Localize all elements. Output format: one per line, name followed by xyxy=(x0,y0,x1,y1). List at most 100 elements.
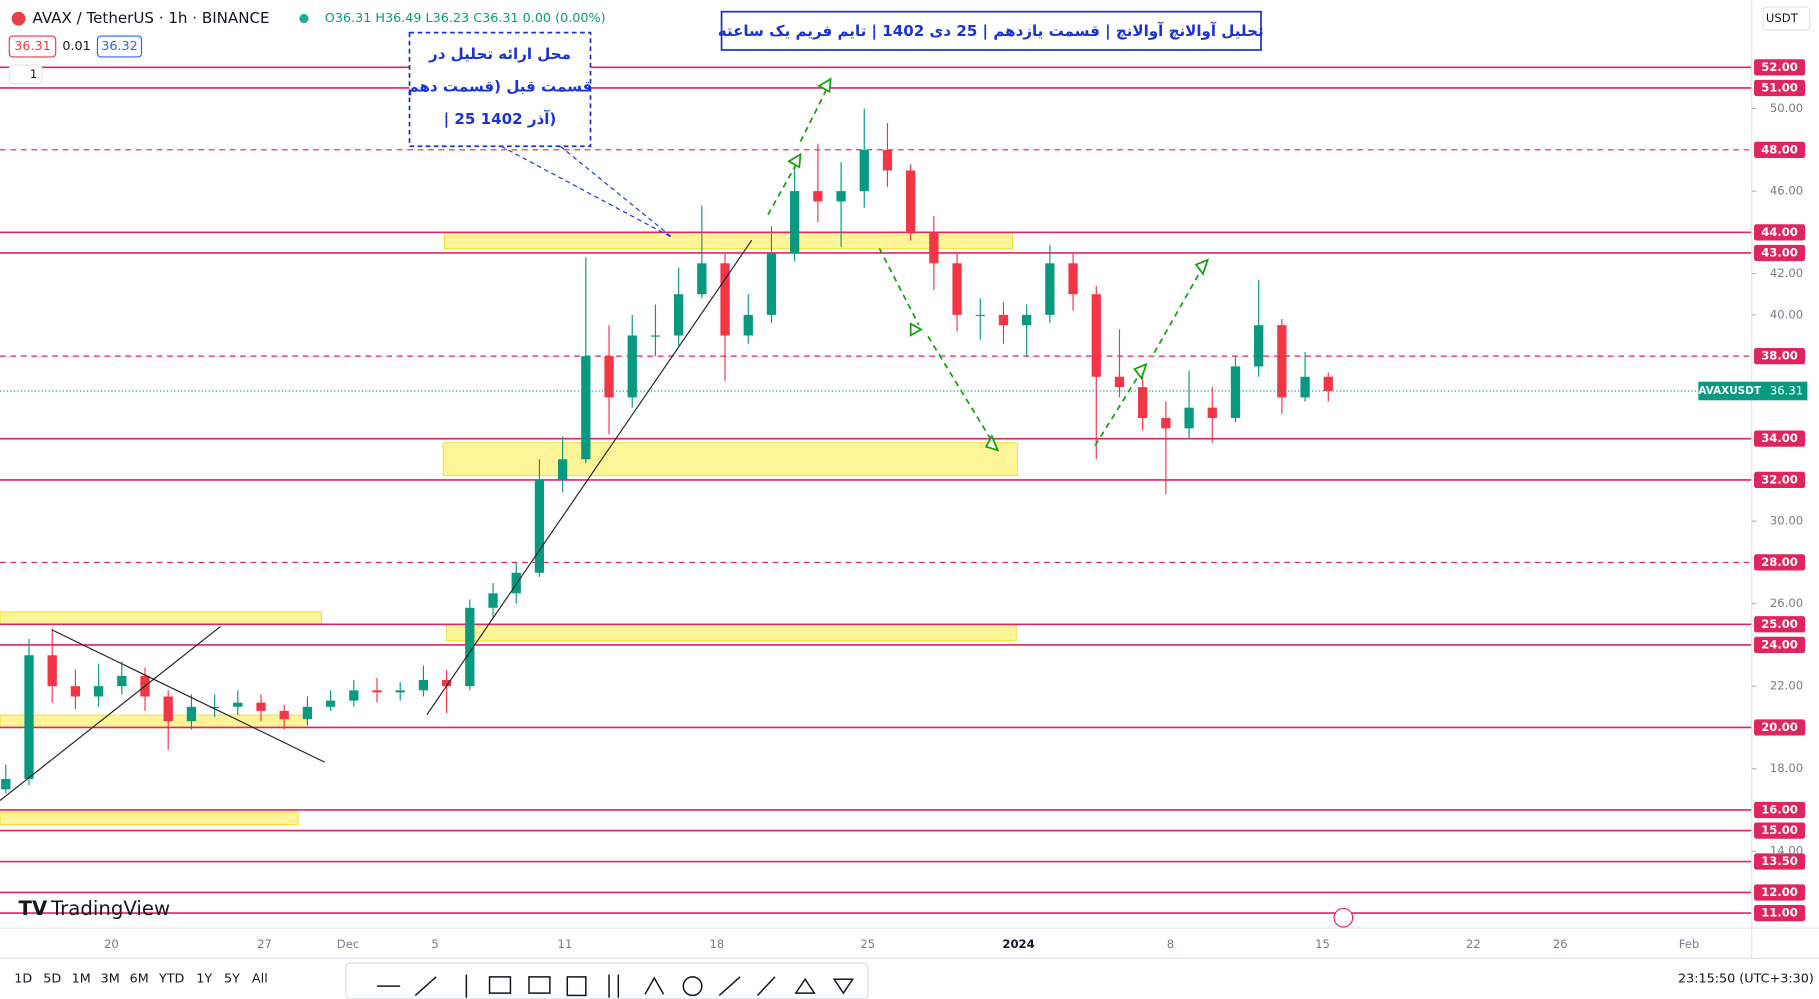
candle-body xyxy=(24,655,34,780)
candle-body xyxy=(743,314,753,336)
clock: 23:15:50 (UTC+3:30) xyxy=(1678,972,1814,987)
level-label: 24.00 xyxy=(1761,637,1798,651)
range-button[interactable]: 5Y xyxy=(224,972,240,987)
candle-body xyxy=(1022,314,1032,326)
x-tick-label: 8 xyxy=(1167,937,1174,951)
zone xyxy=(443,232,1014,250)
candle-body xyxy=(650,335,661,337)
candle-body xyxy=(511,572,521,594)
bottom-toolbar: 1D 5D 1M 3M 6M YTD 1Y 5Y All 23:15:50 (UTC+3:30) xyxy=(14,972,1814,987)
candle-body xyxy=(1184,407,1194,429)
candle-body xyxy=(488,593,498,608)
drawings xyxy=(0,77,1210,801)
level-tag xyxy=(1754,471,1806,489)
level-tag xyxy=(1754,719,1806,736)
range-button[interactable]: All xyxy=(252,972,268,987)
candle-body xyxy=(1161,418,1171,429)
candle-body xyxy=(859,149,869,192)
candle-body xyxy=(952,263,962,315)
bid: 36.31 xyxy=(14,39,51,54)
level-label: 16.00 xyxy=(1761,802,1798,816)
currency-button[interactable] xyxy=(1762,6,1811,31)
watermark: TradingView xyxy=(50,897,170,920)
time-axis: 20 27 Dec 5 11 18 25 2024 8 15 22 26 Feb xyxy=(104,937,1699,951)
ask: 36.32 xyxy=(101,39,138,54)
candle-body xyxy=(1114,376,1125,388)
zone xyxy=(0,811,299,825)
x-tick-label: 2024 xyxy=(1002,937,1034,951)
candle-body xyxy=(1138,387,1148,419)
currency: USDT xyxy=(1766,11,1799,25)
candle-body xyxy=(766,252,777,315)
x-tick-label: 11 xyxy=(558,937,573,951)
range-button[interactable]: YTD xyxy=(158,972,185,987)
arrow-heads xyxy=(787,77,1210,452)
candle-body xyxy=(697,263,707,295)
candle-body xyxy=(1277,325,1287,398)
title-box xyxy=(720,10,1262,51)
level-tag xyxy=(1754,853,1806,870)
level-tag xyxy=(1754,554,1806,571)
last-price-value: 36.31 xyxy=(1770,383,1803,397)
trend-line xyxy=(51,629,326,763)
level-label: 44.00 xyxy=(1761,225,1798,239)
annotation-line: | 25 آذر 1402) xyxy=(444,110,557,129)
level-tag xyxy=(1754,348,1806,365)
x-tick-label: 5 xyxy=(431,937,438,951)
range-button[interactable]: 1D xyxy=(14,972,32,987)
range-button[interactable]: 6M xyxy=(130,972,149,987)
annotation: محل ارائه تحلیل در قسمت قبل (قسمت دهم | 25… xyxy=(408,45,593,129)
indicator-toggle[interactable] xyxy=(8,64,43,85)
x-tick-label: 15 xyxy=(1315,937,1330,951)
candle-body xyxy=(233,702,243,707)
candle-body xyxy=(70,686,81,697)
candle-body xyxy=(349,690,359,701)
level-tag xyxy=(1754,224,1806,241)
candle-body xyxy=(720,263,730,336)
level-tag xyxy=(1754,59,1806,76)
bid-box[interactable] xyxy=(8,35,57,58)
level-tag xyxy=(1754,904,1806,922)
projection-arrows xyxy=(767,80,1205,448)
x-tick-label: Dec xyxy=(337,937,359,951)
level-label: 25.00 xyxy=(1761,617,1798,631)
events-icon[interactable] xyxy=(1333,907,1354,928)
watermark-logo: TV xyxy=(19,897,48,920)
chart-title: تحلیل آوالانچ آوالانچ | قسمت یازدهم | 25… xyxy=(718,22,1264,41)
level-label: 51.00 xyxy=(1761,80,1798,94)
level-label: 32.00 xyxy=(1761,472,1798,486)
y-tick-label: 46.00 xyxy=(1770,184,1803,198)
x-tick-label: 26 xyxy=(1553,937,1568,951)
range-button[interactable]: 5D xyxy=(43,972,61,987)
candle-body xyxy=(47,655,57,687)
level-tag xyxy=(1754,430,1806,447)
x-tick-label: 22 xyxy=(1466,937,1481,951)
candle-body xyxy=(1091,294,1101,377)
level-tag xyxy=(1754,636,1806,654)
zone xyxy=(0,611,322,625)
level-tag xyxy=(1754,801,1806,819)
range-button[interactable]: 1M xyxy=(72,972,91,987)
candle-body xyxy=(209,706,220,708)
level-label: 11.00 xyxy=(1761,906,1798,920)
candle-body xyxy=(186,706,197,722)
annotation-line: قسمت قبل (قسمت دهم xyxy=(408,78,593,96)
level-tag xyxy=(1754,244,1806,262)
level-label: 20.00 xyxy=(1761,720,1798,734)
candle-body xyxy=(557,459,568,480)
symbol[interactable]: AVAX / TetherUS · 1h · BINANCE xyxy=(32,9,269,27)
range-button[interactable]: 1Y xyxy=(196,972,212,987)
ask-box[interactable] xyxy=(96,35,143,58)
level-tag xyxy=(1754,822,1806,839)
level-label: 52.00 xyxy=(1761,60,1798,74)
level-label: 12.00 xyxy=(1761,885,1798,899)
level-tag xyxy=(1754,616,1806,633)
candle-body xyxy=(163,696,173,722)
candle-body xyxy=(929,232,939,264)
range-button[interactable]: 3M xyxy=(101,972,120,987)
y-tick-label: 30.00 xyxy=(1770,514,1803,528)
x-tick-label: Feb xyxy=(1679,937,1700,951)
candle-body xyxy=(1068,263,1078,295)
